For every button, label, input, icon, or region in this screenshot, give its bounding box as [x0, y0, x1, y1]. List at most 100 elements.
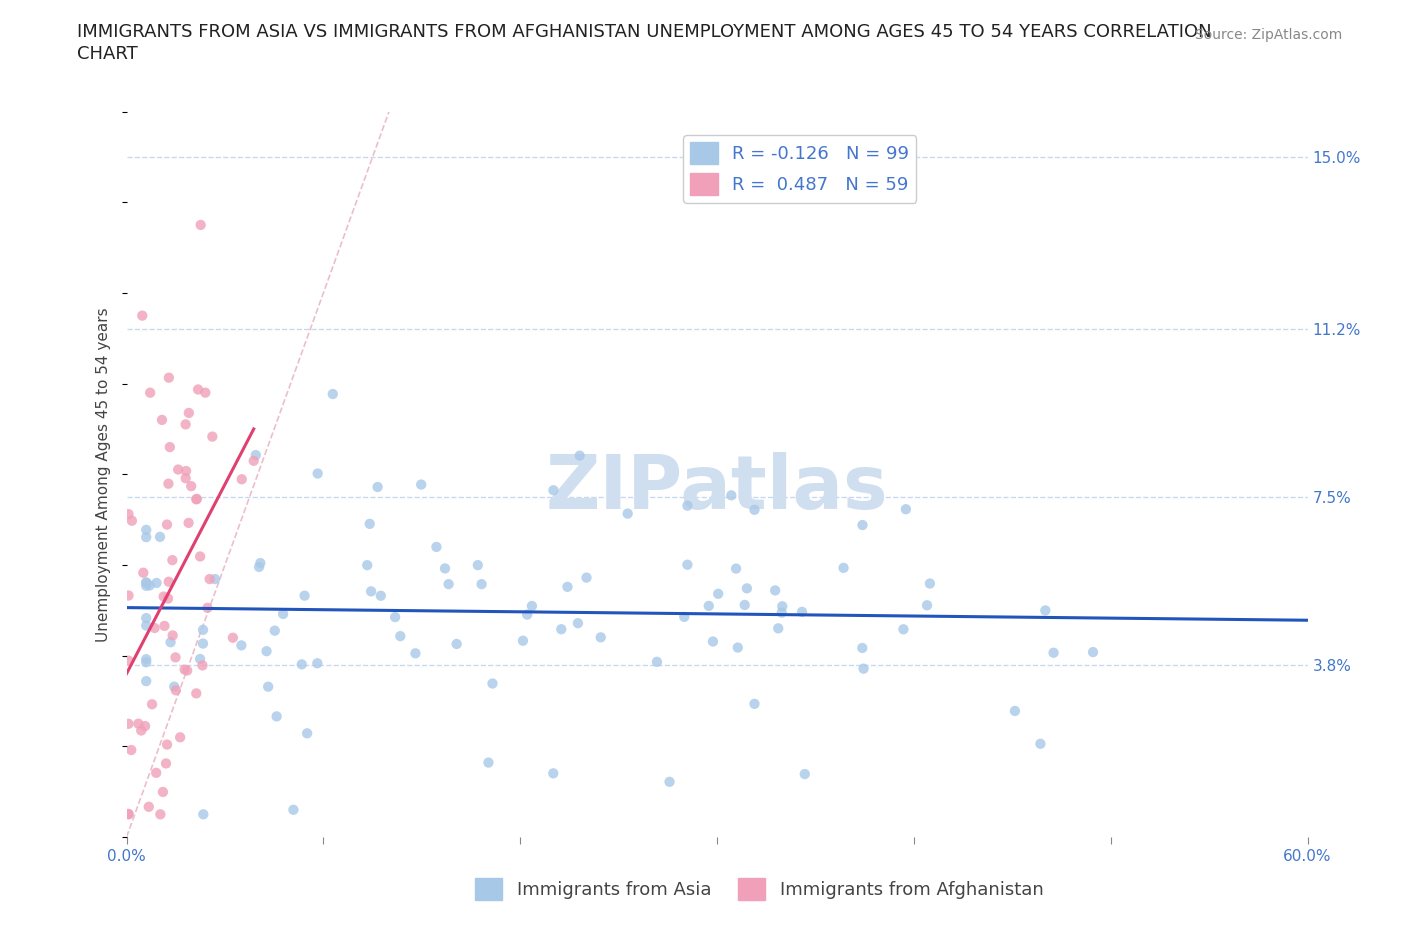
Point [543, 483, 565, 498]
Point [159, 440, 181, 455]
Point [155, 756, 177, 771]
Point [247, 560, 270, 575]
Point [763, 583, 786, 598]
Point [193, 807, 215, 822]
Point [157, 476, 180, 491]
Point [117, 806, 139, 821]
Point [734, 597, 756, 612]
Point [1081, 644, 1104, 659]
Point [190, 218, 212, 232]
Point [135, 652, 157, 667]
Point [793, 766, 815, 781]
Point [188, 549, 211, 564]
Point [512, 633, 534, 648]
Point [135, 655, 157, 670]
Point [135, 575, 157, 590]
Point [744, 697, 766, 711]
Point [356, 558, 378, 573]
Point [658, 775, 681, 790]
Point [153, 618, 176, 633]
Point [197, 601, 219, 616]
Point [434, 561, 457, 576]
Point [263, 623, 285, 638]
Point [152, 589, 174, 604]
Point [135, 530, 157, 545]
Point [187, 382, 209, 397]
Point [1029, 737, 1052, 751]
Point [173, 662, 195, 677]
Point [768, 621, 790, 636]
Point [645, 655, 668, 670]
Point [157, 591, 180, 606]
Point [117, 507, 139, 522]
Point [832, 561, 855, 576]
Point [242, 453, 264, 468]
Point [481, 676, 503, 691]
Point [1033, 603, 1056, 618]
Point [707, 587, 730, 602]
Point [770, 605, 793, 620]
Point [550, 622, 572, 637]
Point [129, 723, 152, 737]
Point [163, 679, 186, 694]
Point [117, 716, 139, 731]
Point [120, 742, 142, 757]
Point [1042, 645, 1064, 660]
Point [186, 492, 208, 507]
Text: CHART: CHART [77, 45, 138, 62]
Point [176, 663, 198, 678]
Point [735, 581, 758, 596]
Point [256, 644, 278, 658]
Point [117, 588, 139, 603]
Point [446, 636, 468, 651]
Point [150, 413, 173, 428]
Point [568, 448, 591, 463]
Point [322, 387, 344, 402]
Point [720, 488, 742, 503]
Point [283, 803, 305, 817]
Point [411, 477, 433, 492]
Point [177, 515, 200, 530]
Point [135, 523, 157, 538]
Point [191, 622, 214, 637]
Point [852, 661, 875, 676]
Point [673, 609, 696, 624]
Point [291, 657, 314, 671]
Point [697, 598, 720, 613]
Point [520, 599, 543, 614]
Point [152, 785, 174, 800]
Point [676, 498, 699, 513]
Point [702, 634, 724, 649]
Point [370, 589, 392, 604]
Point [180, 479, 202, 494]
Point [222, 631, 245, 645]
Point [389, 629, 412, 644]
Point [174, 471, 197, 485]
Point [790, 604, 813, 619]
Point [567, 616, 589, 631]
Point [186, 686, 208, 701]
Point [918, 576, 941, 591]
Point [201, 429, 224, 444]
Point [425, 539, 447, 554]
Point [145, 576, 167, 591]
Point [543, 766, 565, 781]
Y-axis label: Unemployment Among Ages 45 to 54 years: Unemployment Among Ages 45 to 54 years [96, 307, 111, 642]
Point [141, 697, 163, 711]
Point [117, 807, 139, 822]
Point [157, 370, 180, 385]
Point [121, 513, 143, 528]
Point [134, 719, 156, 734]
Legend: R = -0.126   N = 99, R =  0.487   N = 59: R = -0.126 N = 99, R = 0.487 N = 59 [683, 135, 917, 203]
Point [149, 807, 172, 822]
Point [437, 577, 460, 591]
Point [616, 506, 638, 521]
Point [851, 641, 873, 656]
Point [188, 652, 211, 667]
Point [117, 653, 139, 668]
Point [135, 618, 157, 633]
Point [249, 555, 271, 570]
Point [204, 572, 226, 587]
Point [725, 561, 748, 576]
Point [165, 650, 187, 665]
